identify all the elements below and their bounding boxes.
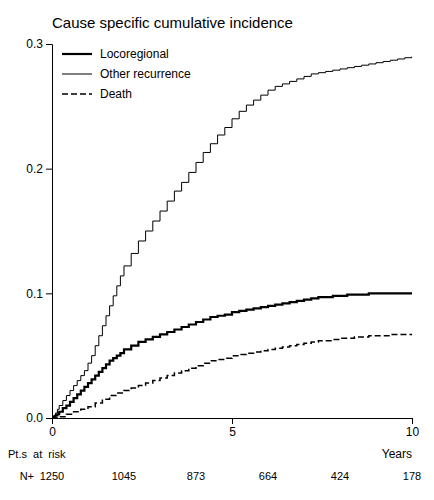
plot: 0 5 10 0.0 0.1 0.2 0.3 Locoregional Other recurr…: [26, 37, 419, 438]
legend-label: Other recurrence: [100, 67, 191, 81]
risk-value: 873: [187, 470, 205, 482]
x-axis-tick-mark: [232, 418, 233, 424]
risk-value: 178: [403, 470, 421, 482]
x-axis-tick-label: 10: [406, 425, 420, 439]
lines: [52, 56, 412, 418]
legend-item: Locoregional: [62, 47, 169, 61]
legend-label: Locoregional: [100, 47, 169, 61]
legend-item: Other recurrence: [62, 67, 191, 81]
y-axis-tick-label: 0.0: [26, 411, 43, 425]
y-axis-tick-mark: [46, 44, 52, 45]
x-axis-tick-mark: [412, 418, 413, 424]
x-axis-tick-label: 5: [229, 425, 236, 439]
x-axis-tick: 10: [406, 418, 420, 439]
x-axis-title: Years: [382, 447, 412, 461]
legend-label: Death: [100, 87, 132, 101]
series-line: [52, 334, 412, 418]
y-axis-tick-label: 0.3: [26, 37, 43, 51]
y-axis-tick: 0.1: [26, 287, 52, 301]
x-axis-line: [53, 419, 413, 425]
chart: 0 5 10 0.0 0.1 0.2 0.3 Locoregional Other recurr…: [0, 0, 434, 500]
y-axis-tick-label: 0.2: [26, 162, 43, 176]
y-axis-tick-label: 0.1: [26, 287, 43, 301]
y-axis-tick: 0.3: [26, 37, 52, 51]
legend-swatch: [62, 53, 92, 55]
y-axis: 0.0 0.1 0.2 0.3: [26, 37, 52, 425]
risk-row-label: N+: [20, 470, 34, 482]
x-axis-tick: 0: [49, 418, 56, 439]
risk-value: 424: [331, 470, 349, 482]
legend-item: Death: [62, 87, 132, 101]
legend-swatch: [62, 74, 92, 75]
risk-value: 1250: [40, 470, 64, 482]
y-axis-tick-mark: [46, 418, 52, 419]
y-axis-line: [46, 45, 53, 419]
legend-swatch: [62, 93, 92, 95]
series-line: [52, 56, 412, 418]
y-axis-tick: 0.2: [26, 162, 52, 176]
y-axis-tick: 0.0: [26, 411, 52, 425]
x-axis-tick-label: 0: [49, 425, 56, 439]
y-axis-tick-mark: [46, 169, 52, 170]
x-axis-tick: 5: [229, 418, 236, 439]
y-axis-tick-mark: [46, 293, 52, 294]
risk-label: Pt.s at risk: [8, 448, 66, 460]
x-axis: 0 5 10: [49, 418, 419, 439]
title: Cause specific cumulative incidence: [52, 14, 293, 31]
risk-value: 664: [259, 470, 277, 482]
legend: Locoregional Other recurrence Death: [62, 47, 191, 101]
risk-value: 1045: [112, 470, 136, 482]
series-line: [52, 293, 412, 418]
